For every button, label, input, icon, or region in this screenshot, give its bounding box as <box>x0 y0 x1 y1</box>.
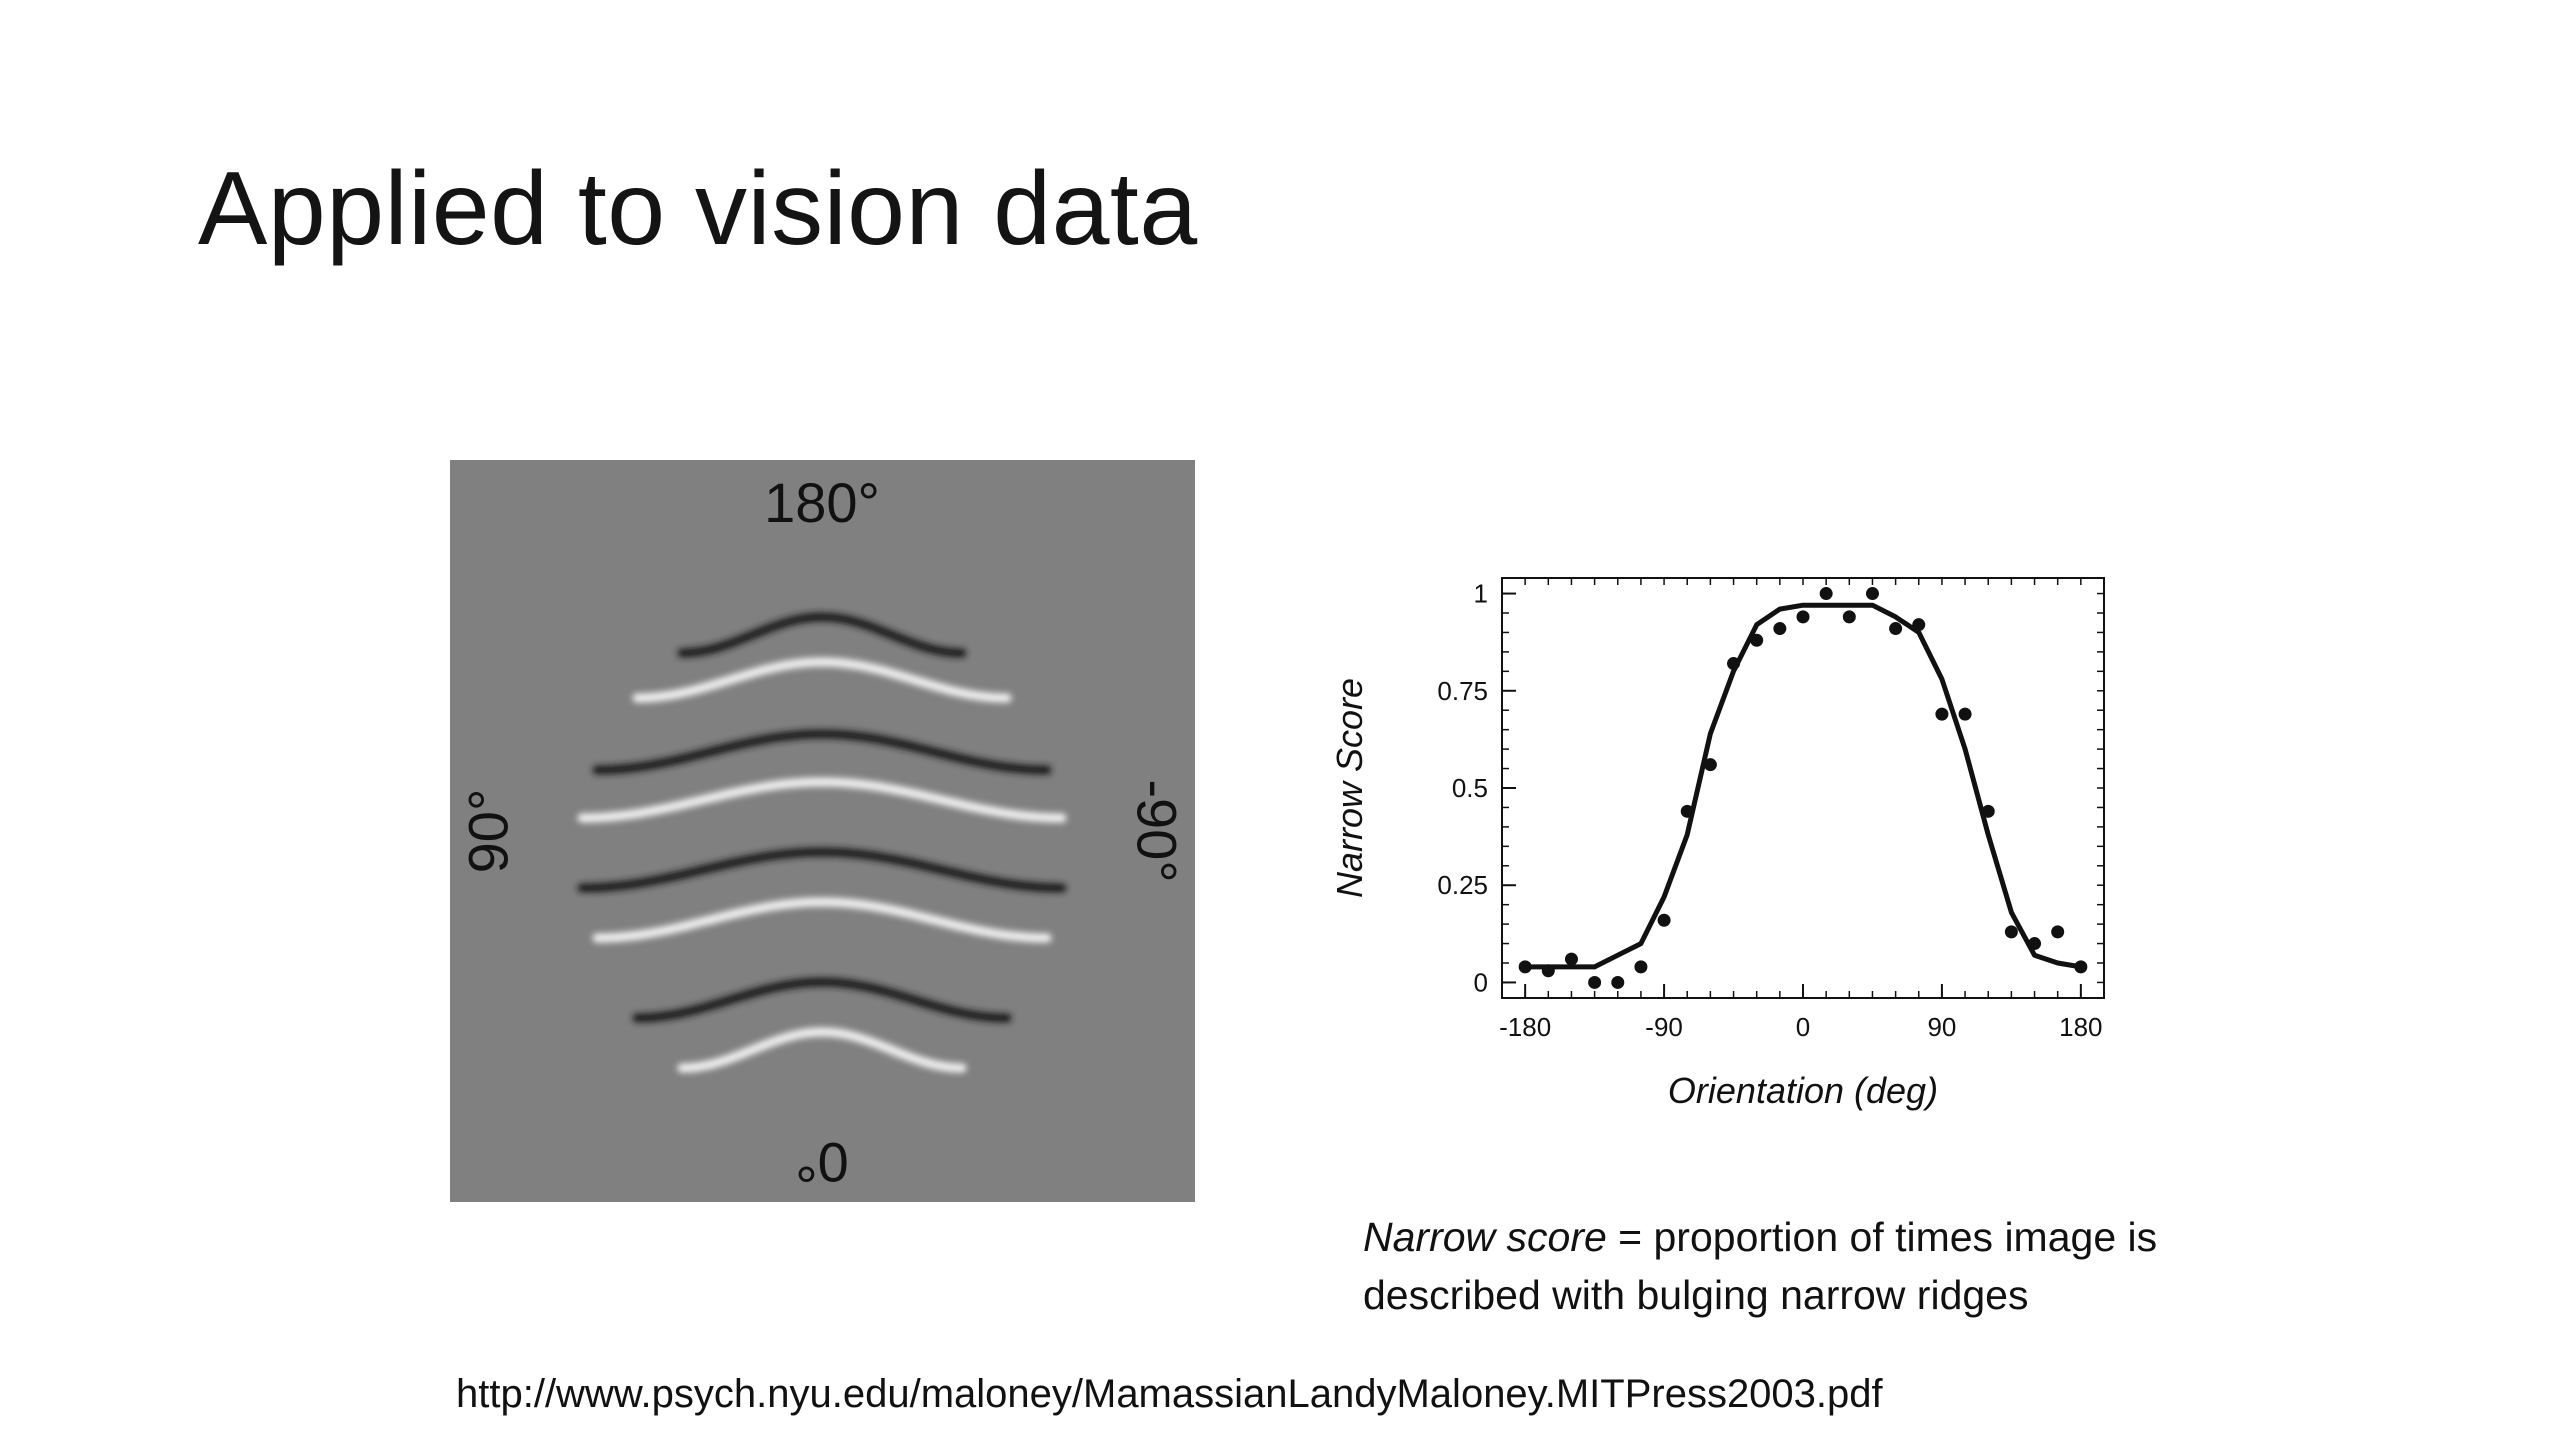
y-axis-ticks: 0 0.25 0.5 0.75 1 <box>1437 579 1516 997</box>
data-point <box>1958 707 1972 721</box>
orientation-label-left: 90° <box>456 788 520 874</box>
data-point <box>1657 913 1671 927</box>
x-tick-label: -180 <box>1499 1012 1551 1042</box>
x-tick-label: 90 <box>1927 1012 1956 1042</box>
light-ridge-1 <box>632 657 1012 703</box>
data-point <box>2051 925 2065 939</box>
caption-term: Narrow score <box>1363 1214 1607 1260</box>
x-tick-label: 180 <box>2059 1012 2102 1042</box>
ridge-stimulus-graphic <box>577 612 1067 1073</box>
caption-definition: = proportion of times image is described… <box>1363 1214 2158 1318</box>
data-point <box>1680 804 1694 818</box>
narrow-score-chart: -180 -90 0 90 180 0 0.25 0.5 0.75 1 Orientation … <box>1329 577 2105 1111</box>
dark-ridge-4 <box>577 847 1067 893</box>
data-point <box>1703 758 1717 772</box>
ridge-stimulus-image: 180° 0° 90° -90° <box>450 460 1195 1202</box>
light-ridge-5 <box>592 897 1052 943</box>
light-ridge-3 <box>577 777 1067 823</box>
light-ridge-7 <box>677 1027 967 1073</box>
data-point <box>1912 618 1926 632</box>
y-axis-title: Narrow Score <box>1329 678 1370 898</box>
data-point <box>1541 964 1555 978</box>
source-url: http://www.psych.nyu.edu/maloney/Mamassi… <box>456 1372 1883 1416</box>
y-tick-label: 0.25 <box>1437 870 1488 900</box>
data-point <box>1518 960 1532 974</box>
y-tick-label: 0.75 <box>1437 676 1488 706</box>
dark-ridge-0 <box>677 612 967 658</box>
data-point <box>1727 657 1741 671</box>
data-point <box>1611 975 1625 989</box>
data-point <box>1889 622 1903 636</box>
x-tick-label: -90 <box>1645 1012 1683 1042</box>
data-point <box>1865 587 1879 601</box>
orientation-label-right: -90° <box>1125 779 1189 883</box>
slide-title: Applied to vision data <box>198 151 1198 267</box>
data-point <box>1981 804 1995 818</box>
data-point <box>1773 622 1787 636</box>
data-point <box>2004 925 2018 939</box>
data-point <box>1750 633 1764 647</box>
orientation-label-top: 180° <box>764 471 880 534</box>
y-tick-label: 0 <box>1474 967 1488 997</box>
dark-ridge-6 <box>632 977 1012 1023</box>
x-axis-ticks: -180 -90 0 90 180 <box>1499 984 2103 1042</box>
data-point <box>1819 587 1833 601</box>
data-point <box>1634 960 1648 974</box>
data-point <box>2028 937 2042 951</box>
data-point <box>2074 960 2088 974</box>
dark-ridge-2 <box>592 729 1052 775</box>
data-points <box>1518 587 2088 989</box>
y-tick-label: 0.5 <box>1452 773 1488 803</box>
fit-curve-line <box>1525 602 2082 970</box>
orientation-label-bottom: 0° <box>795 1131 849 1194</box>
caption: Narrow score = proportion of times image… <box>1363 1208 2263 1324</box>
data-point <box>1588 975 1602 989</box>
x-tick-label: 0 <box>1796 1012 1810 1042</box>
data-point <box>1796 610 1810 624</box>
y-tick-label: 1 <box>1474 579 1488 609</box>
data-point <box>1842 610 1856 624</box>
x-axis-title: Orientation (deg) <box>1668 1070 1938 1111</box>
data-point <box>1564 952 1578 966</box>
data-point <box>1935 707 1949 721</box>
